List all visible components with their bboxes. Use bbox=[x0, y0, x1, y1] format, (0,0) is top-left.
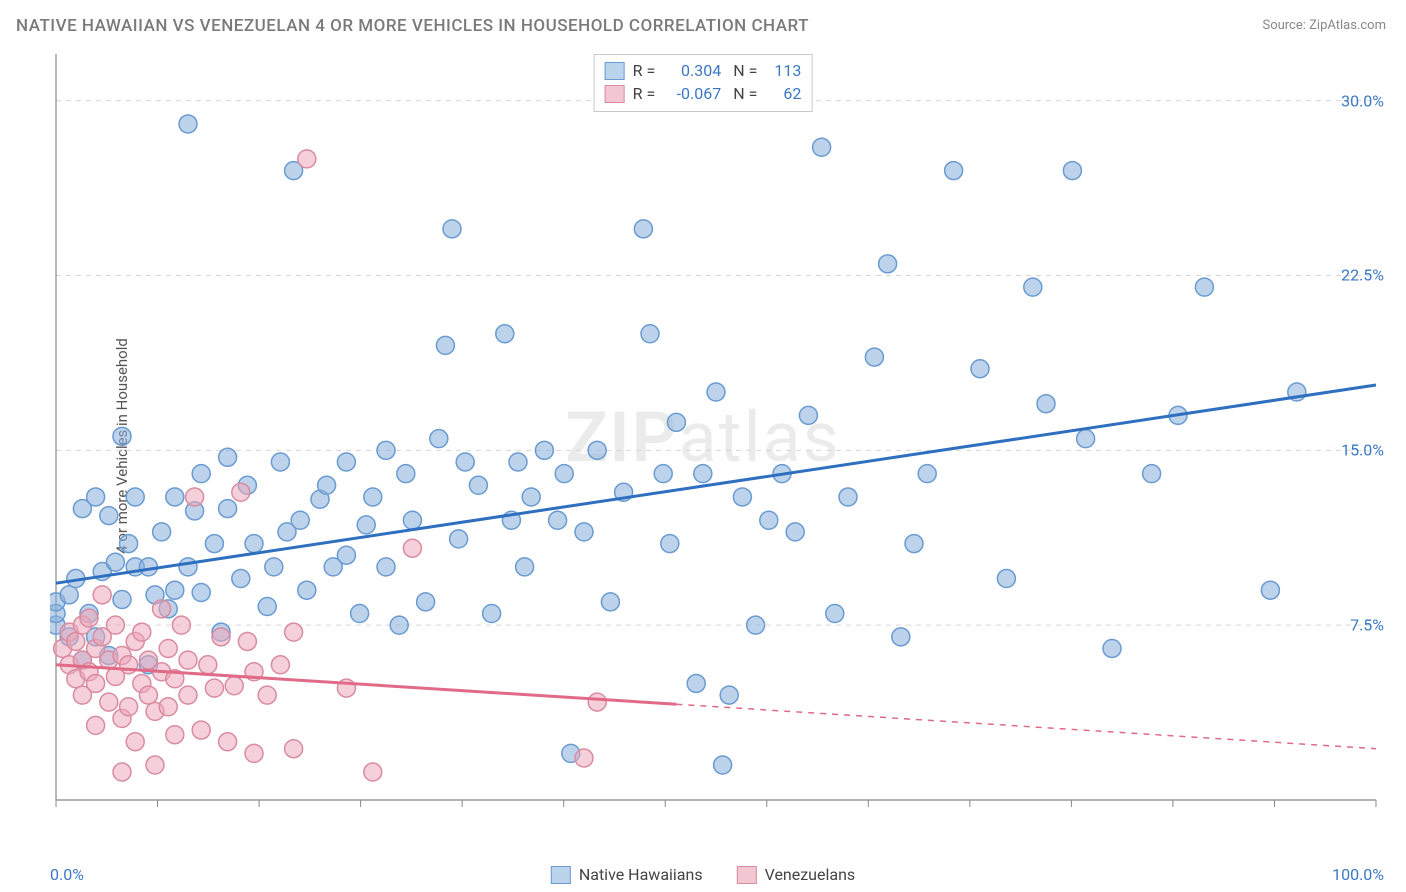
plot-area bbox=[50, 50, 1386, 840]
swatch-venezuelan bbox=[605, 85, 625, 103]
scatter-svg bbox=[50, 50, 1386, 840]
stats-legend: R = 0.304 N = 113 R = -0.067 N = 62 bbox=[594, 54, 813, 112]
legend-swatch-hawaiian bbox=[551, 866, 571, 884]
n-value-venezuelan: 62 bbox=[765, 84, 801, 103]
stats-row-hawaiian: R = 0.304 N = 113 bbox=[605, 59, 802, 82]
legend-label-hawaiian: Native Hawaiians bbox=[579, 865, 703, 884]
xtick-min: 0.0% bbox=[50, 865, 84, 884]
bottom-legend: Native Hawaiians Venezuelans bbox=[551, 865, 855, 884]
xtick-max: 100.0% bbox=[1332, 865, 1384, 884]
n-value-hawaiian: 113 bbox=[765, 61, 801, 80]
chart-container: NATIVE HAWAIIAN VS VENEZUELAN 4 OR MORE … bbox=[0, 0, 1406, 892]
r-value-venezuelan: -0.067 bbox=[663, 84, 721, 103]
ytick-label: 30.0% bbox=[1341, 91, 1384, 110]
legend-item-hawaiian: Native Hawaiians bbox=[551, 865, 703, 884]
r-value-hawaiian: 0.304 bbox=[663, 61, 721, 80]
source-label: Source: ZipAtlas.com bbox=[1262, 18, 1386, 33]
swatch-hawaiian bbox=[605, 62, 625, 80]
legend-swatch-venezuelan bbox=[737, 866, 757, 884]
ytick-label: 15.0% bbox=[1341, 441, 1384, 460]
legend-label-venezuelan: Venezuelans bbox=[765, 865, 856, 884]
chart-title: NATIVE HAWAIIAN VS VENEZUELAN 4 OR MORE … bbox=[16, 16, 809, 36]
ytick-label: 22.5% bbox=[1341, 266, 1384, 285]
stats-row-venezuelan: R = -0.067 N = 62 bbox=[605, 82, 802, 105]
legend-item-venezuelan: Venezuelans bbox=[737, 865, 856, 884]
ytick-label: 7.5% bbox=[1350, 616, 1384, 635]
